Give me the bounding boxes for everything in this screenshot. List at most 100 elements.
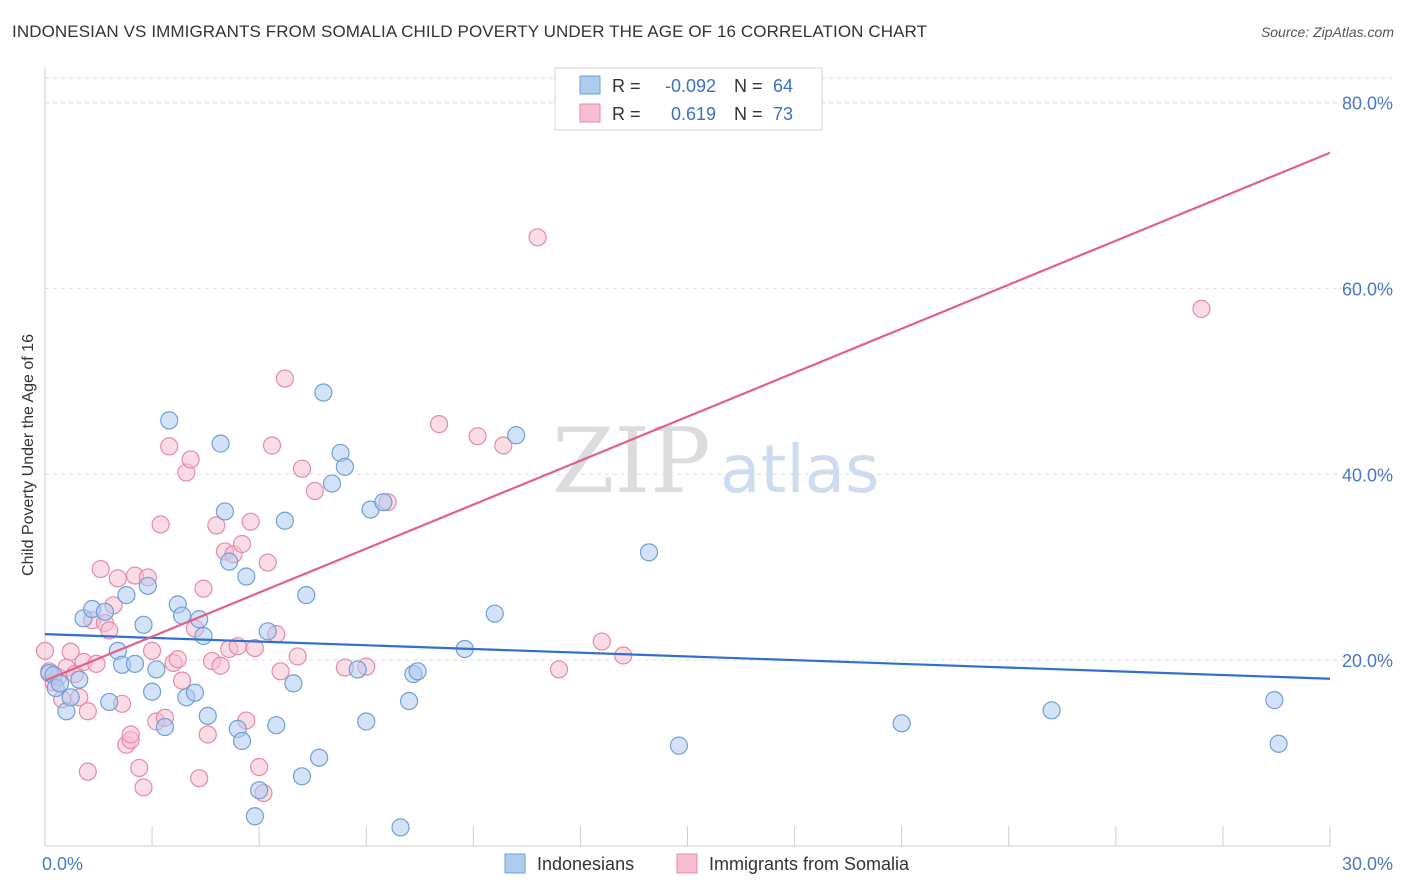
point-somalia <box>198 725 217 744</box>
point-indonesians <box>1042 701 1061 720</box>
point-somalia <box>181 450 200 469</box>
point-indonesians <box>357 712 376 731</box>
legend-n-value-2: 73 <box>773 104 793 124</box>
point-somalia <box>121 725 140 744</box>
point-indonesians <box>284 674 303 693</box>
point-indonesians <box>507 426 526 445</box>
point-somalia <box>592 632 611 651</box>
y-tick-label-20: 20.0% <box>1342 651 1393 671</box>
point-somalia <box>134 778 153 797</box>
point-indonesians <box>1269 734 1288 753</box>
point-somalia <box>292 459 312 478</box>
point-indonesians <box>220 552 239 571</box>
point-somalia <box>241 512 260 531</box>
point-somalia <box>91 559 110 579</box>
point-indonesians <box>138 576 157 595</box>
top-legend: R = -0.092 N = 64 R = 0.619 N = 73 <box>554 67 823 131</box>
point-indonesians <box>245 807 264 826</box>
point-indonesians <box>211 434 230 453</box>
point-indonesians <box>147 660 166 679</box>
point-indonesians <box>391 818 410 837</box>
point-indonesians <box>892 714 911 733</box>
point-somalia <box>130 758 149 778</box>
axis-layer: 20.0% 40.0% 60.0% 80.0% 0.0% 30.0% <box>42 68 1393 874</box>
point-indonesians <box>314 383 333 402</box>
legend-n-label-1: N = <box>734 76 763 96</box>
point-indonesians <box>198 706 217 726</box>
y-tick-label-80: 80.0% <box>1342 94 1393 114</box>
point-indonesians <box>348 660 367 679</box>
legend-r-value-2: 0.619 <box>671 104 716 124</box>
point-indonesians <box>160 411 179 430</box>
legend-swatch-somalia <box>579 103 601 123</box>
y-tick-label-60: 60.0% <box>1342 279 1393 299</box>
point-somalia <box>275 369 294 388</box>
point-indonesians <box>335 457 354 476</box>
y-axis-label: Child Poverty Under the Age of 16 <box>20 334 37 576</box>
watermark: ZIP atlas <box>552 409 880 514</box>
point-somalia <box>232 534 252 554</box>
point-somalia <box>160 437 179 456</box>
point-indonesians <box>408 662 427 681</box>
point-indonesians <box>669 736 689 755</box>
bottom-legend-indonesians: Indonesians <box>537 854 634 874</box>
point-indonesians <box>125 654 145 673</box>
point-indonesians <box>215 502 234 521</box>
point-somalia <box>288 647 307 666</box>
x-tick-label-30: 30.0% <box>1342 854 1393 874</box>
trend-line-indonesians <box>44 633 1331 680</box>
point-indonesians <box>117 585 136 605</box>
point-somalia <box>271 662 290 681</box>
point-somalia <box>61 642 80 661</box>
point-somalia <box>100 621 119 640</box>
point-somalia <box>108 569 127 588</box>
point-somalia <box>305 481 324 501</box>
point-somalia <box>142 641 162 660</box>
point-somalia <box>528 228 547 247</box>
point-somalia <box>194 579 213 598</box>
x-tick-label-0: 0.0% <box>42 854 83 874</box>
bottom-legend-swatch-indonesians <box>504 853 526 874</box>
point-somalia <box>549 660 569 679</box>
source-credit: Source: ZipAtlas.com <box>1260 24 1394 40</box>
point-indonesians <box>297 585 316 605</box>
point-indonesians <box>70 670 89 689</box>
point-somalia <box>78 762 97 781</box>
point-somalia <box>190 769 209 788</box>
point-indonesians <box>399 691 419 711</box>
point-somalia <box>168 650 187 669</box>
point-indonesians <box>258 622 277 641</box>
point-indonesians <box>232 731 252 751</box>
point-indonesians <box>134 615 153 634</box>
point-indonesians <box>237 567 256 586</box>
point-indonesians <box>185 683 205 702</box>
bottom-legend-swatch-somalia <box>676 853 698 874</box>
point-indonesians <box>322 474 342 493</box>
legend-n-label-2: N = <box>734 104 763 124</box>
chart-title: INDONESIAN VS IMMIGRANTS FROM SOMALIA CH… <box>12 22 928 41</box>
point-somalia <box>250 757 269 777</box>
legend-r-label-1: R = <box>612 76 641 96</box>
point-somalia <box>211 656 230 675</box>
watermark-atlas: atlas <box>720 431 880 508</box>
point-somalia <box>151 515 170 534</box>
point-somalia <box>172 671 192 690</box>
points-layer <box>35 228 1288 837</box>
point-indonesians <box>142 682 162 701</box>
point-somalia <box>429 415 449 434</box>
point-indonesians <box>95 602 115 621</box>
point-indonesians <box>639 543 659 562</box>
point-indonesians <box>275 511 294 530</box>
point-somalia <box>78 702 97 721</box>
point-indonesians <box>267 716 286 735</box>
point-indonesians <box>61 688 80 707</box>
legend-r-label-2: R = <box>612 104 641 124</box>
point-indonesians <box>485 604 504 623</box>
legend-r-value-1: -0.092 <box>665 76 716 96</box>
legend-swatch-indonesians <box>579 75 601 95</box>
point-somalia <box>494 436 513 455</box>
trend-layer <box>44 151 1331 682</box>
point-indonesians <box>374 493 393 512</box>
point-indonesians <box>310 748 329 767</box>
